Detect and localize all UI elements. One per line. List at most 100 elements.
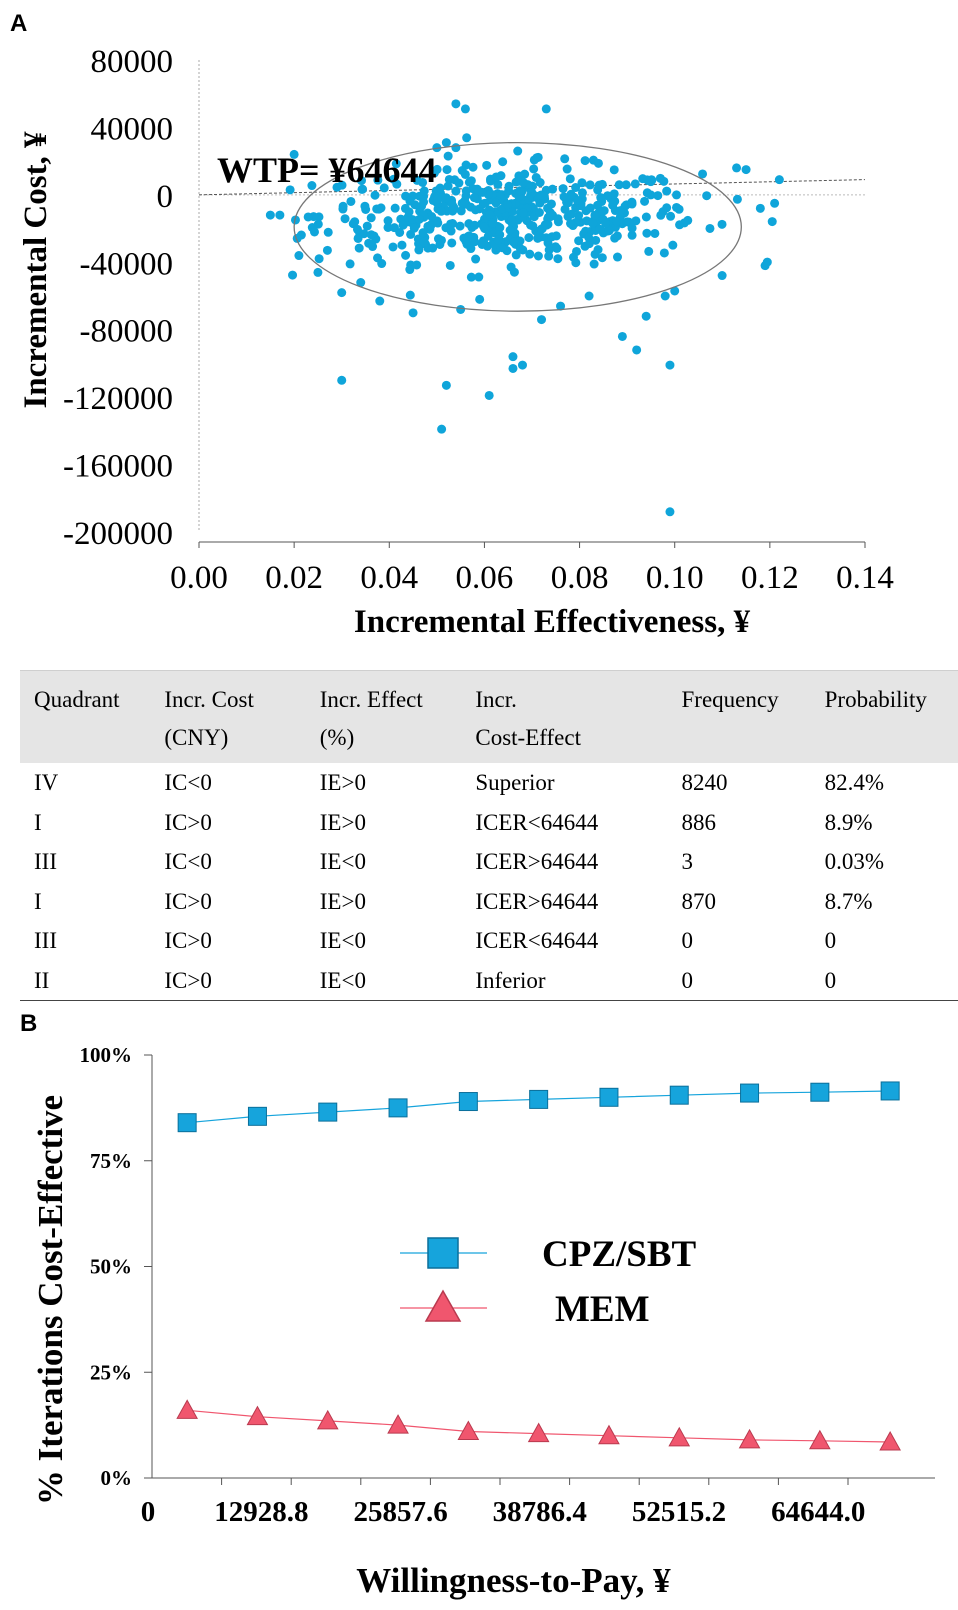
table-cell: IC>0 (150, 960, 306, 1001)
scatter-point (533, 251, 543, 261)
table-row: IV IC<0 IE>0 Superior 8240 82.4% (20, 763, 958, 803)
table-cell: IC<0 (164, 849, 212, 874)
table-header-cell: Quadrant (20, 671, 150, 764)
scatter-point (531, 173, 541, 183)
scatter-point (520, 169, 530, 179)
y-axis-title: % Iterations Cost-Effective (31, 1095, 70, 1505)
scatter-point (560, 204, 570, 214)
scatter-point (574, 236, 584, 246)
scatter-point (601, 218, 611, 228)
scatter-point (391, 159, 401, 169)
header-line: Incr. Cost (164, 687, 254, 712)
x-tick-label: 0.12 (741, 560, 799, 596)
scatter-point (436, 206, 446, 216)
x-axis-title: Incremental Effectiveness, ¥ (354, 604, 751, 640)
scatter-point (412, 175, 422, 185)
y-tick-label: -80000 (80, 314, 174, 350)
scatter-point (621, 180, 631, 190)
scatter-point (441, 380, 451, 390)
scatter-point (265, 210, 275, 220)
scatter-point (470, 220, 480, 230)
scatter-point (594, 180, 604, 190)
table-header-cell: Incr. Cost (CNY) (150, 671, 305, 764)
table-header-cell: Incr. Cost-Effect (461, 671, 667, 764)
legend-marker (427, 1237, 459, 1269)
scatter-point (509, 267, 519, 277)
scatter-point (590, 210, 600, 220)
scatter-point (466, 272, 476, 282)
scatter-point (352, 224, 362, 234)
table-cell: 8.9% (824, 809, 873, 835)
legend-label: MEM (555, 1289, 650, 1330)
x-tick-label: 38786.4 (493, 1496, 587, 1528)
scatter-point (589, 259, 599, 269)
scatter-point (534, 208, 544, 218)
scatter-point (732, 163, 742, 173)
x-tick-label: 0.14 (836, 560, 894, 596)
scatter-point (641, 311, 651, 321)
scatter-point (615, 206, 625, 216)
data-point (318, 1102, 338, 1122)
scatter-point (419, 237, 429, 247)
y-tick-label: 40000 (91, 111, 174, 147)
scatter-point (590, 249, 600, 259)
header-line: Cost-Effect (475, 725, 581, 750)
scatter-point (480, 198, 490, 208)
table-cell: II (20, 960, 151, 1001)
scatter-point (435, 183, 445, 193)
y-tick-label: 80000 (91, 44, 174, 80)
scatter-point (588, 218, 598, 228)
scatter-point (390, 203, 400, 213)
table-cell: 0 (810, 960, 958, 1001)
table-cell: Superior (475, 770, 555, 795)
scatter-point (471, 254, 481, 264)
scatter-point (405, 290, 415, 300)
scatter-point (511, 250, 521, 260)
scatter-point (362, 221, 372, 231)
scatter-point (466, 176, 476, 186)
table-cell: 0.03% (824, 849, 885, 874)
scatter-point (641, 212, 651, 222)
scatter-point (383, 222, 393, 232)
table-cell: IC>0 (164, 928, 212, 953)
y-tick-label: -120000 (63, 381, 173, 417)
scatter-point (337, 375, 347, 385)
scatter-point (774, 175, 784, 185)
scatter-point (755, 203, 765, 213)
table-header-row: Quadrant Incr. Cost (CNY) Incr. Effect (%) I… (20, 670, 958, 764)
scatter-point (644, 246, 654, 256)
scatter-point (548, 184, 558, 194)
scatter-point (288, 270, 298, 280)
scatter-point (614, 180, 624, 190)
scatter-point (345, 259, 355, 269)
scatter-point (732, 194, 742, 204)
scatter-point (533, 233, 543, 243)
header-line (682, 719, 811, 757)
scatter-point (350, 217, 360, 227)
header-line (825, 719, 958, 757)
scatter-point (454, 178, 464, 188)
scatter-point (504, 181, 514, 191)
table-row: II IC>0 IE<0 Inferior 0 0 (20, 960, 958, 1001)
scatter-point (358, 184, 368, 194)
scatter-point (441, 138, 451, 148)
scatter-point (419, 197, 429, 207)
x-tick-label: 0.02 (265, 560, 323, 596)
y-tick-label: 0% (101, 1466, 133, 1490)
scatter-point (466, 244, 476, 254)
scatter-point (289, 149, 299, 159)
scatter-point (517, 360, 527, 370)
scatter-point (767, 217, 777, 227)
table-cell: 82.4% (824, 770, 885, 795)
x-tick-label: 52515.2 (632, 1496, 726, 1528)
scatter-point (409, 223, 419, 233)
table-cell: IC<0 (164, 770, 212, 795)
wtp-line (198, 179, 866, 196)
scatter-point (275, 210, 285, 220)
scatter-point (585, 203, 595, 213)
scatter-point (627, 223, 637, 233)
table-cell: IE<0 (319, 928, 366, 953)
legend-label: CPZ/SBT (542, 1234, 697, 1275)
scatter-point (612, 252, 622, 262)
scatter-point (630, 179, 640, 189)
